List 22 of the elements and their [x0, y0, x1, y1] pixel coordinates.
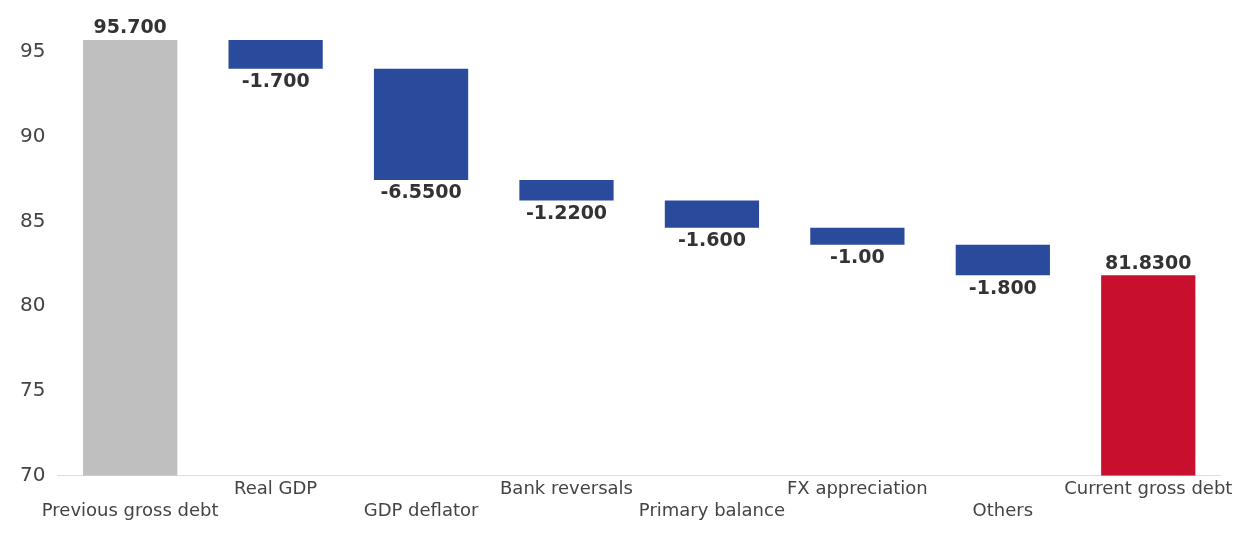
- x-tick-label: FX appreciation: [786, 477, 928, 499]
- x-tick-label: Current gross debt: [1064, 477, 1233, 499]
- data-label: 81.8300: [1104, 250, 1192, 273]
- data-label: -1.600: [677, 228, 746, 251]
- data-label: -1.700: [241, 69, 310, 92]
- y-tick-label: 75: [20, 377, 46, 402]
- data-label: -1.800: [968, 275, 1037, 298]
- y-tick-label: 80: [20, 292, 46, 317]
- x-tick-label: Primary balance: [638, 498, 786, 520]
- x-tick-label: GDP deflator: [363, 498, 480, 520]
- x-tick-label: Real GDP: [234, 477, 318, 499]
- y-tick-label: 85: [20, 207, 46, 232]
- data-label: 95.700: [93, 15, 167, 38]
- x-tick-label: Previous gross debt: [41, 498, 219, 520]
- y-tick-label: 70: [20, 462, 46, 486]
- y-tick-label: 90: [20, 122, 46, 147]
- y-tick-label: 95: [20, 38, 46, 63]
- x-tick-label: Bank reversals: [500, 477, 633, 499]
- x-tick-label: Others: [972, 498, 1034, 520]
- data-label: -6.5500: [380, 180, 462, 203]
- data-label: -1.2200: [525, 201, 608, 224]
- data-label: -1.00: [829, 245, 885, 268]
